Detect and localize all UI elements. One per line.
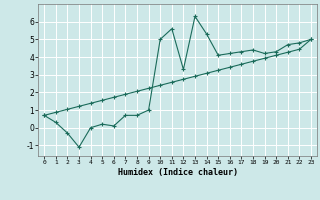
X-axis label: Humidex (Indice chaleur): Humidex (Indice chaleur): [118, 168, 238, 177]
